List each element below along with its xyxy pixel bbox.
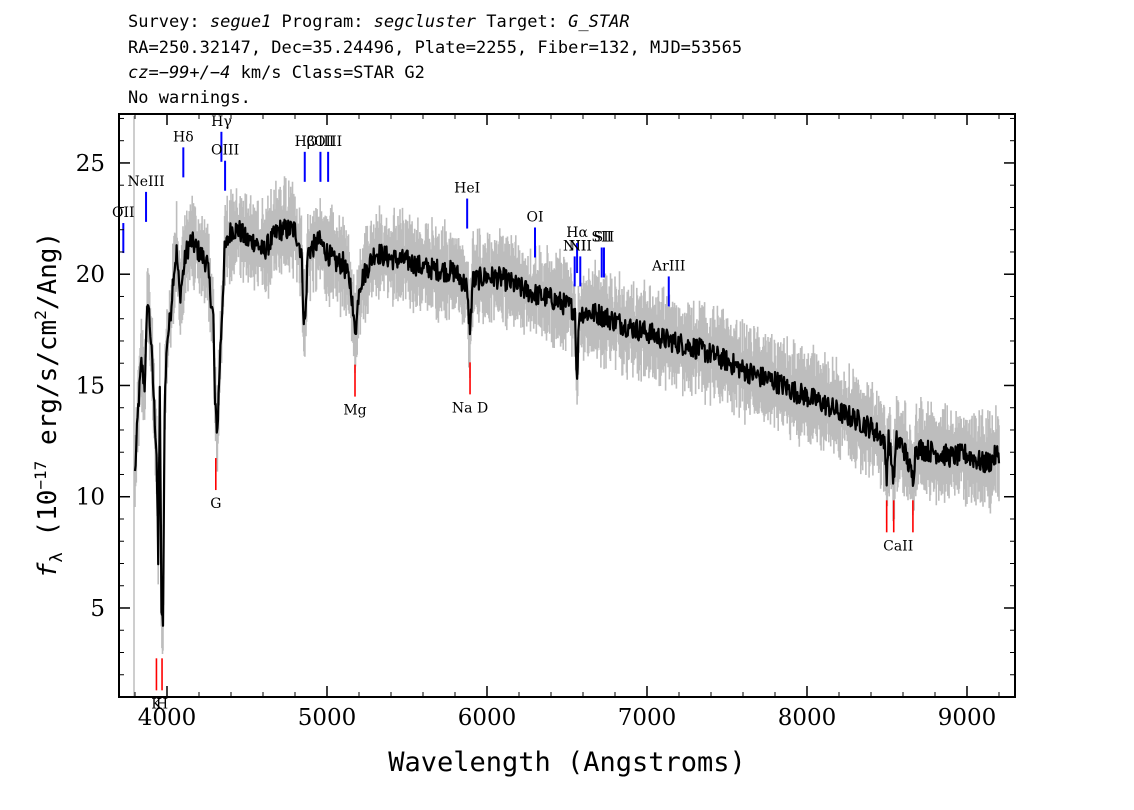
y-tick-label: 15 [76,373,105,399]
header-line-4: No warnings. [128,88,251,108]
emission-line-label: ArIII [651,258,685,274]
emission-line-label: Hδ [173,129,194,145]
y-tick-label: 20 [76,262,105,288]
emission-line-label: SII [594,230,615,246]
emission-line-label: OIII [314,134,342,150]
emission-line-label: SII [591,230,612,246]
emission-line-label: NeIII [127,174,164,190]
line-annotations: OIINeIIIHδHγOIIIHβOIIIOIIIHeIOINIIHαNIIS… [112,114,914,712]
y-tick-label: 10 [76,485,105,511]
header-line-1: Survey: segue1 Program: segcluster Targe… [128,12,630,32]
x-tick-label: 9000 [938,705,997,731]
emission-line-label: OIII [306,134,334,150]
program-name: segcluster [373,12,477,32]
absorption-line-label: G [210,496,221,512]
plot-frame [118,113,1016,698]
emission-line-label: Hβ [295,134,315,150]
absorption-line-label: K [151,696,162,712]
emission-line-label: OIII [211,143,239,159]
x-tick-label: 7000 [618,705,677,731]
x-tick-label: 5000 [298,705,357,731]
spectrum-series [133,218,1001,627]
emission-line-label: NII [563,238,586,254]
header-line-3: cz=−99+/−4 km/s Class=STAR G2 [128,63,425,83]
y-axis-label: fλ (10−17 erg/s/cm2/Ang) [31,232,67,578]
emission-line-label: NII [569,238,592,254]
emission-line-label: Hγ [211,114,232,130]
absorption-line-label: Mg [343,403,366,419]
emission-line-label: OII [112,205,135,221]
y-tick-label: 25 [76,151,105,177]
absorption-line-label: H [156,696,168,712]
survey-name: segue1 [209,12,272,32]
target-name: G_STAR [568,12,630,32]
absorption-line-label: Na D [452,400,488,416]
error-band [133,116,1000,697]
x-axis-label: Wavelength (Angstroms) [388,747,746,778]
emission-line-label: Hα [566,225,588,241]
emission-line-label: OI [526,209,543,225]
x-tick-label: 8000 [778,705,837,731]
emission-line-label: HeI [454,181,480,197]
axes: 4000 5000 6000 7000 8000 9000 5 10 15 20 25 [76,114,1015,731]
x-tick-label: 6000 [458,705,517,731]
redshift-value: cz=−99+/−4 [128,63,231,83]
header-line-2: RA=250.32147, Dec=35.24496, Plate=2255, … [128,38,743,58]
x-tick-label: 4000 [138,705,197,731]
absorption-line-label: CaII [883,538,913,554]
spectrum-line [133,218,1001,627]
y-tick-label: 5 [90,596,105,622]
class-info: km/s Class=STAR G2 [230,63,425,83]
